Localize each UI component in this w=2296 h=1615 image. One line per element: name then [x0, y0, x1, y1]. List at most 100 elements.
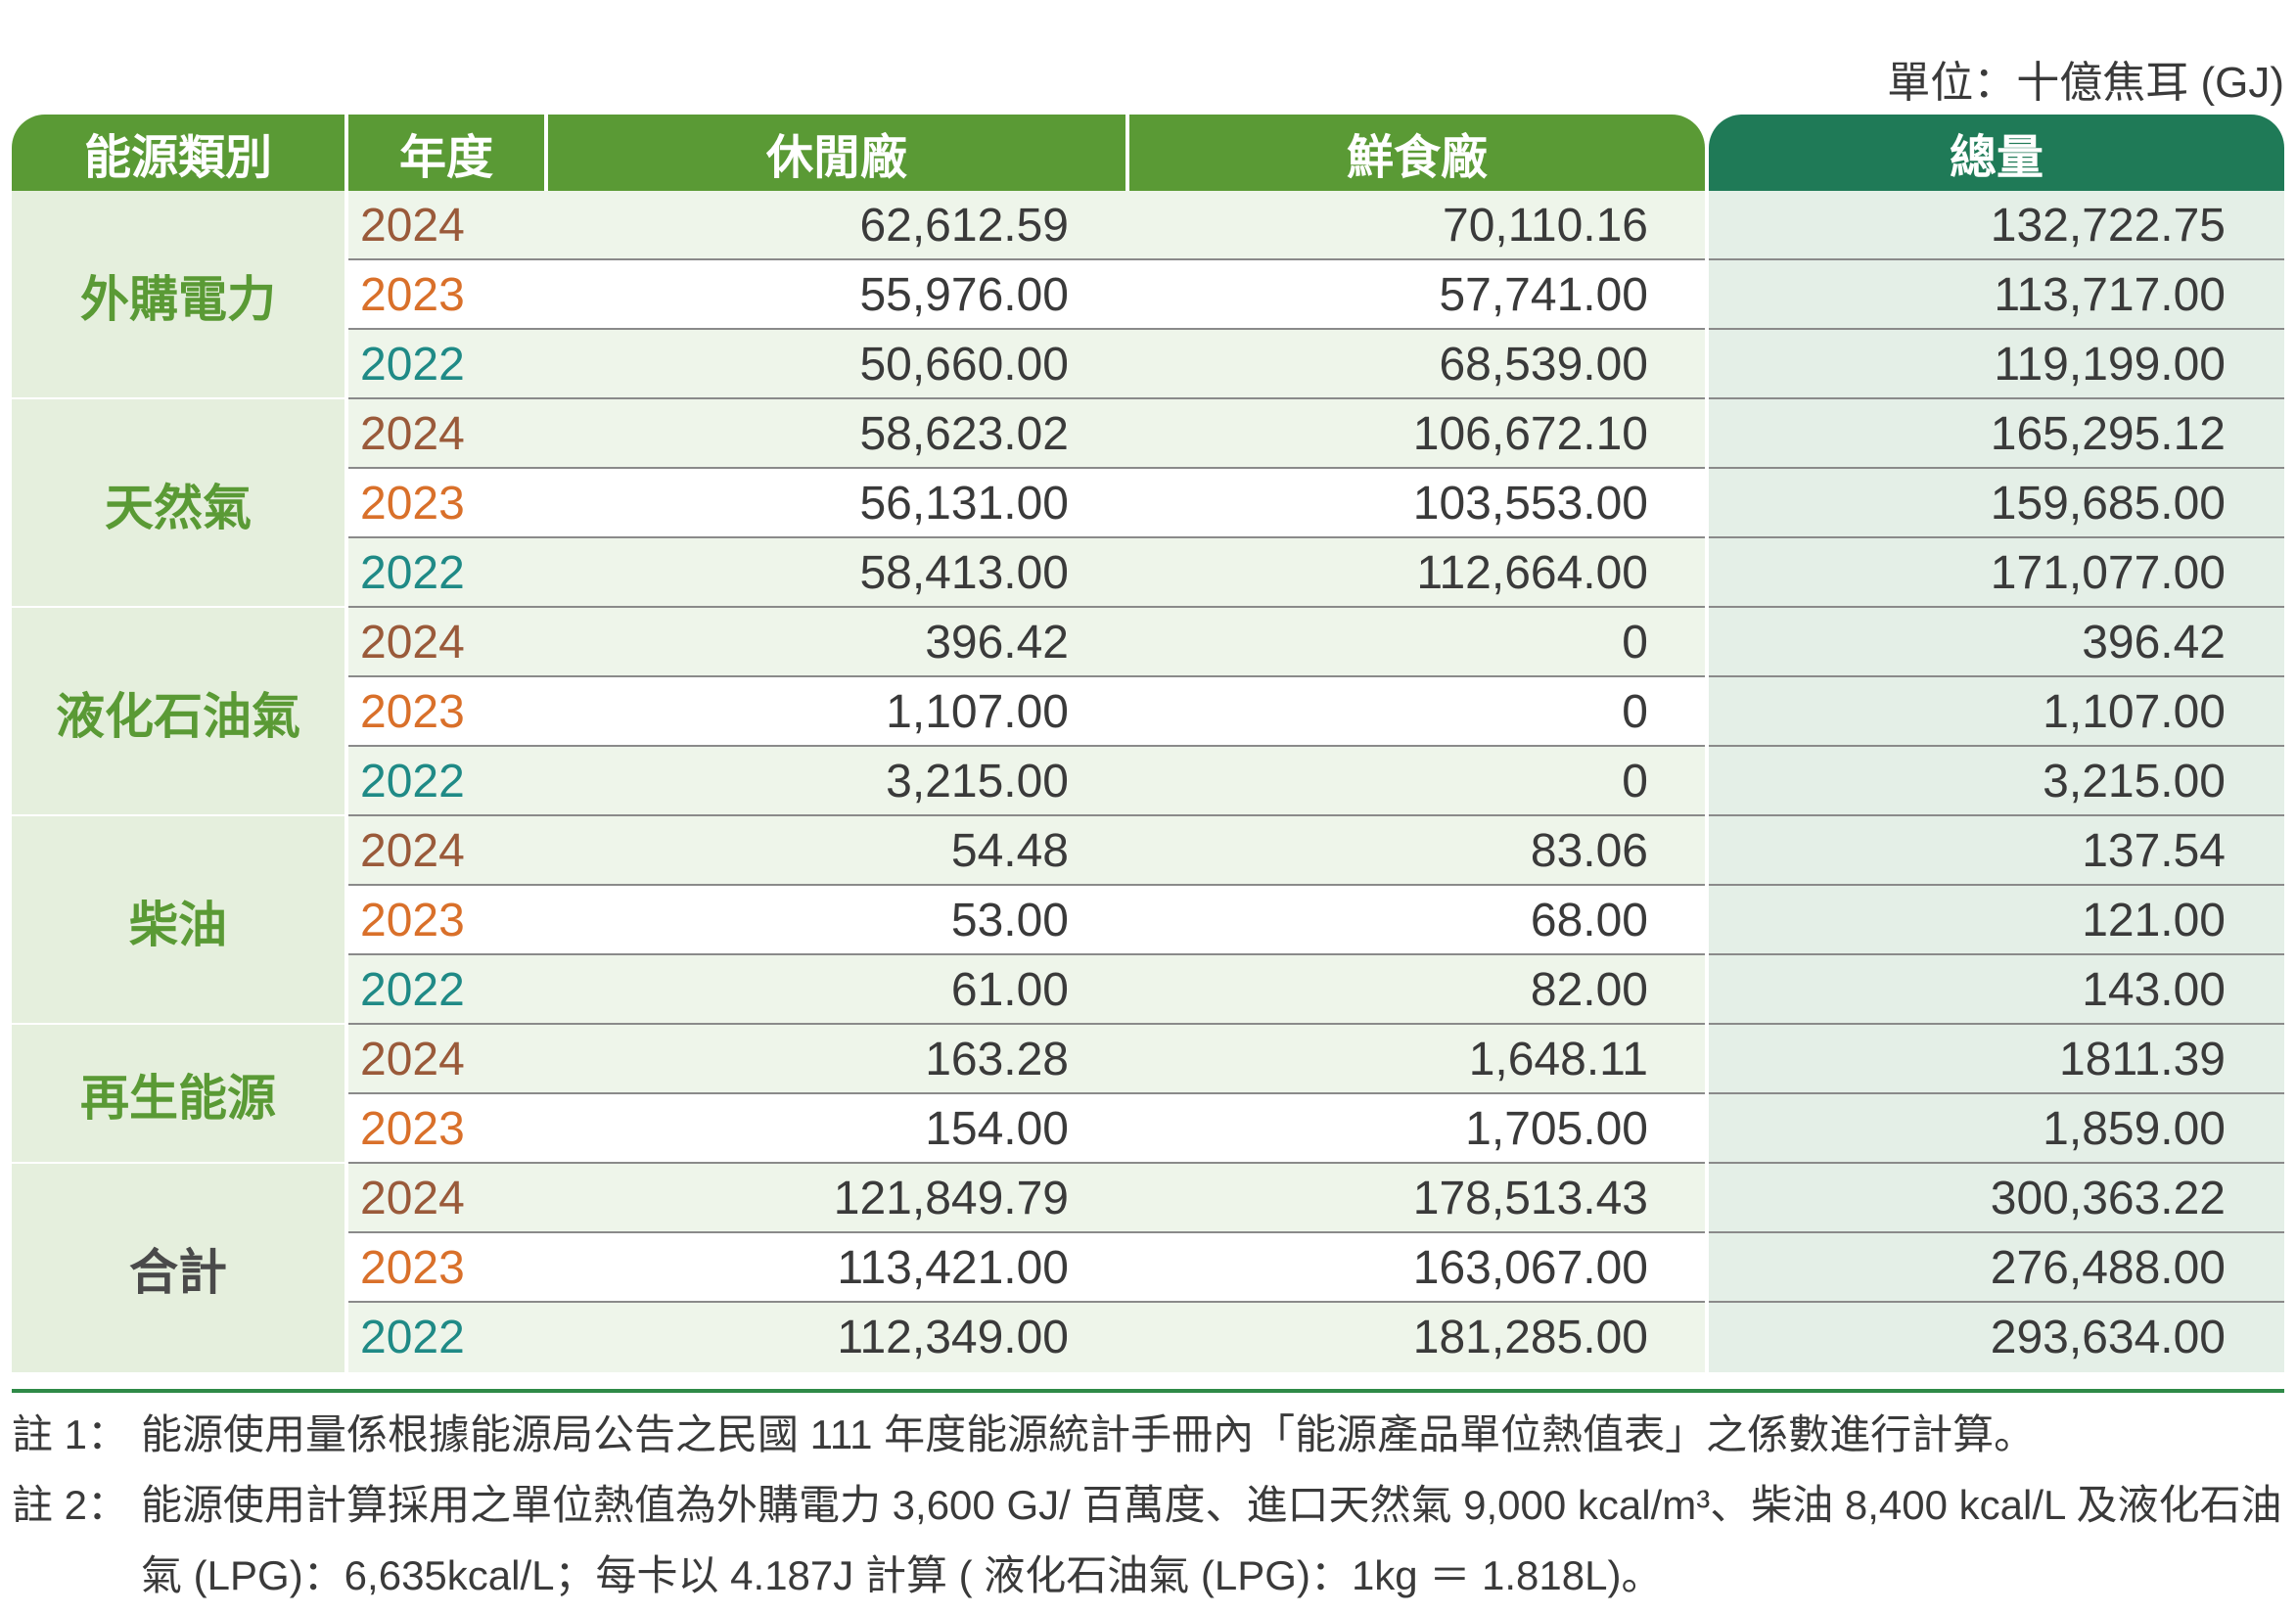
- row-divider: [348, 884, 2284, 886]
- year-cell: 2024: [360, 408, 465, 460]
- category-cell: 外購電力: [12, 191, 344, 399]
- energy-table: 能源類別 年度 休閒廠 鮮食廠 總量 外購電力 2024 62,612.59 70,1…: [12, 115, 2284, 1393]
- total-cell: 300,363.22: [1990, 1173, 2226, 1224]
- total-cell: 165,295.12: [1990, 408, 2226, 460]
- year-cell: 2023: [360, 1242, 465, 1294]
- total-cell: 113,717.00: [1994, 269, 2226, 321]
- table-row: 2024 62,612.59 70,110.16 132,722.75: [12, 191, 2284, 260]
- unit-label: 單位：十億焦耳 (GJ): [1887, 59, 2284, 107]
- col-b-cell: 112,664.00: [1416, 547, 1648, 599]
- row-divider: [348, 1092, 2284, 1094]
- total-cell: 1,107.00: [2043, 686, 2226, 738]
- year-cell: 2024: [360, 1173, 465, 1224]
- col-b-cell: 1,648.11: [1468, 1034, 1648, 1085]
- total-cell: 276,488.00: [1990, 1242, 2226, 1294]
- row-divider: [348, 606, 2284, 608]
- table-row: 2024 54.48 83.06 137.54: [12, 816, 2284, 886]
- total-cell: 159,685.00: [1990, 478, 2226, 530]
- row-divider: [348, 1231, 2284, 1233]
- total-cell: 396.42: [2082, 617, 2226, 669]
- col-b-cell: 57,741.00: [1439, 269, 1648, 321]
- header-year: 年度: [348, 115, 544, 191]
- col-a-cell: 396.42: [925, 617, 1069, 669]
- col-a-cell: 1,107.00: [886, 686, 1069, 738]
- category-cell: 液化石油氣: [12, 608, 344, 816]
- col-a-cell: 56,131.00: [859, 478, 1069, 530]
- col-b-cell: 83.06: [1530, 825, 1648, 877]
- col-a-cell: 121,849.79: [833, 1173, 1069, 1224]
- col-a-cell: 3,215.00: [886, 756, 1069, 808]
- table-group: 外購電力 2024 62,612.59 70,110.16 132,722.75 2023…: [12, 191, 2284, 399]
- row-divider: [348, 745, 2284, 747]
- table-row: 2024 163.28 1,648.11 1811.39: [12, 1025, 2284, 1094]
- note-label: 註 1：: [12, 1411, 129, 1457]
- table-row: 2024 121,849.79 178,513.43 300,363.22: [12, 1164, 2284, 1233]
- year-cell: 2022: [360, 964, 465, 1016]
- total-cell: 119,199.00: [1994, 339, 2226, 391]
- total-cell: 132,722.75: [1990, 200, 2226, 252]
- total-cell: 293,634.00: [1990, 1312, 2226, 1363]
- table-row: 2022 58,413.00 112,664.00 171,077.00: [12, 538, 2284, 608]
- col-a-cell: 61.00: [950, 964, 1069, 1016]
- col-b-cell: 103,553.00: [1412, 478, 1648, 530]
- year-cell: 2023: [360, 1103, 465, 1155]
- col-b-cell: 0: [1622, 617, 1648, 669]
- table-row: 2022 50,660.00 68,539.00 119,199.00: [12, 330, 2284, 399]
- col-b-cell: 163,067.00: [1412, 1242, 1648, 1294]
- table-row: 2023 53.00 68.00 121.00: [12, 886, 2284, 955]
- table-row: 2023 1,107.00 0 1,107.00: [12, 677, 2284, 747]
- year-cell: 2024: [360, 1034, 465, 1085]
- group-separator: [12, 1162, 344, 1165]
- year-cell: 2022: [360, 339, 465, 391]
- total-cell: 3,215.00: [2043, 756, 2226, 808]
- col-a-cell: 58,623.02: [859, 408, 1069, 460]
- category-cell: 柴油: [12, 816, 344, 1025]
- col-a-cell: 50,660.00: [859, 339, 1069, 391]
- table-bottom-rule: [12, 1389, 2284, 1393]
- total-cell: 171,077.00: [1990, 547, 2226, 599]
- header-col-b: 鮮食廠: [1129, 115, 1705, 191]
- header-total: 總量: [1709, 115, 2284, 191]
- col-a-cell: 163.28: [925, 1034, 1069, 1085]
- col-b-cell: 181,285.00: [1412, 1312, 1648, 1363]
- year-cell: 2024: [360, 825, 465, 877]
- note-2: 註 2： 能源使用計算採用之單位熱值為外購電力 3,600 GJ/ 百萬度、進口…: [12, 1470, 2284, 1611]
- row-divider: [348, 953, 2284, 955]
- col-a-cell: 53.00: [950, 895, 1069, 946]
- col-a-cell: 62,612.59: [859, 200, 1069, 252]
- total-cell: 1811.39: [2059, 1034, 2226, 1085]
- year-cell: 2023: [360, 478, 465, 530]
- row-divider: [348, 1301, 2284, 1303]
- col-b-cell: 0: [1622, 686, 1648, 738]
- col-a-cell: 112,349.00: [837, 1312, 1069, 1363]
- col-a-cell: 54.48: [950, 825, 1069, 877]
- year-cell: 2022: [360, 547, 465, 599]
- col-a-cell: 154.00: [925, 1103, 1069, 1155]
- note-text: 能源使用量係根據能源局公告之民國 111 年度能源統計手冊內「能源產品單位熱值表…: [141, 1411, 2036, 1457]
- year-cell: 2024: [360, 200, 465, 252]
- row-divider: [348, 675, 2284, 677]
- row-divider: [348, 1023, 2284, 1025]
- year-cell: 2022: [360, 1312, 465, 1363]
- col-b-cell: 82.00: [1530, 964, 1648, 1016]
- col-b-cell: 68.00: [1530, 895, 1648, 946]
- group-separator: [12, 606, 344, 609]
- table-group: 液化石油氣 2024 396.42 0 396.42 2023 1,107.00 0 1,107…: [12, 608, 2284, 816]
- row-divider: [348, 258, 2284, 260]
- table-row: 2023 154.00 1,705.00 1,859.00: [12, 1094, 2284, 1164]
- table-body: 外購電力 2024 62,612.59 70,110.16 132,722.75 2023…: [12, 191, 2284, 1389]
- table-row: 2022 61.00 82.00 143.00: [12, 955, 2284, 1025]
- group-separator: [12, 814, 344, 817]
- row-divider: [348, 814, 2284, 816]
- table-row: 2023 113,421.00 163,067.00 276,488.00: [12, 1233, 2284, 1303]
- row-divider: [348, 328, 2284, 330]
- table-header: 能源類別 年度 休閒廠 鮮食廠 總量: [12, 115, 2284, 191]
- total-cell: 137.54: [2082, 825, 2226, 877]
- col-b-cell: 0: [1622, 756, 1648, 808]
- col-b-cell: 1,705.00: [1465, 1103, 1648, 1155]
- row-divider: [348, 397, 2284, 399]
- header-category: 能源類別: [12, 115, 344, 191]
- col-a-cell: 55,976.00: [859, 269, 1069, 321]
- year-cell: 2024: [360, 617, 465, 669]
- group-separator: [12, 1023, 344, 1026]
